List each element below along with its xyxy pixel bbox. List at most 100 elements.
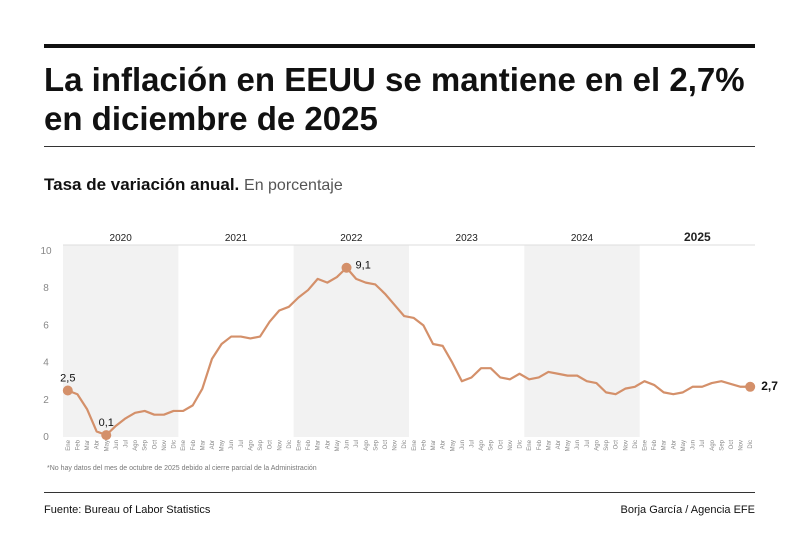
x-tick-label: Sep bbox=[373, 439, 379, 450]
footnote: *No hay datos del mes de octubre de 2025… bbox=[47, 465, 317, 472]
x-tick-label: Oct bbox=[152, 440, 158, 450]
x-tick-label: Jun bbox=[460, 440, 466, 450]
x-tick-label: Jul bbox=[700, 440, 706, 448]
x-tick-label: Abr bbox=[671, 440, 677, 449]
x-tick-label: Ago bbox=[248, 439, 254, 450]
x-tick-label: Sep bbox=[143, 439, 149, 450]
data-label: 2,7 bbox=[761, 379, 778, 393]
x-tick-label: Jul bbox=[123, 440, 129, 448]
x-tick-label: Feb bbox=[306, 439, 312, 450]
subtitle-unit: En porcentaje bbox=[244, 177, 343, 194]
x-tick-label: Nov bbox=[277, 440, 283, 451]
x-tick-label: Abr bbox=[556, 440, 562, 449]
x-tick-label: Abr bbox=[95, 440, 101, 449]
credit-text: Borja García / Agencia EFE bbox=[620, 504, 755, 516]
year-label: 2022 bbox=[340, 233, 363, 244]
x-tick-label: May bbox=[220, 440, 226, 451]
x-tick-label: Mar bbox=[546, 440, 552, 450]
x-tick-label: Oct bbox=[383, 440, 389, 450]
x-tick-label: Dic bbox=[748, 440, 754, 449]
x-tick-label: Abr bbox=[441, 440, 447, 449]
y-tick-label: 8 bbox=[43, 283, 49, 294]
highlight-marker bbox=[62, 385, 73, 396]
data-label: 0,1 bbox=[99, 417, 114, 429]
x-tick-label: Ene bbox=[296, 439, 302, 450]
x-tick-label: May bbox=[566, 440, 572, 451]
x-tick-label: Ene bbox=[181, 439, 187, 450]
x-tick-label: Mar bbox=[85, 440, 91, 450]
x-tick-label: Jul bbox=[354, 440, 360, 448]
subtitle-main: Tasa de variación anual. bbox=[44, 175, 240, 194]
chart-title: La inflación en EEUU se mantiene en el 2… bbox=[44, 61, 745, 137]
bottom-rule bbox=[44, 492, 755, 493]
year-label: 2021 bbox=[225, 233, 248, 244]
x-tick-label: Jul bbox=[469, 440, 475, 448]
y-tick-label: 6 bbox=[43, 320, 49, 331]
data-label: 9,1 bbox=[356, 260, 371, 272]
y-tick-label: 2 bbox=[43, 395, 49, 406]
year-label: 2023 bbox=[456, 233, 479, 244]
x-tick-label: Mar bbox=[200, 440, 206, 450]
year-label: 2020 bbox=[110, 233, 133, 244]
x-tick-label: Nov bbox=[623, 440, 629, 451]
year-band bbox=[293, 245, 409, 437]
x-tick-label: Nov bbox=[508, 440, 514, 451]
x-tick-label: Jul bbox=[239, 440, 245, 448]
series-line bbox=[66, 266, 752, 437]
x-tick-label: Nov bbox=[393, 440, 399, 451]
x-tick-label: Sep bbox=[719, 439, 725, 450]
x-tick-label: Jun bbox=[114, 440, 120, 450]
x-tick-label: May bbox=[104, 440, 110, 451]
x-tick-label: Feb bbox=[652, 439, 658, 450]
y-tick-label: 10 bbox=[40, 246, 52, 257]
highlight-marker bbox=[341, 262, 352, 273]
x-tick-label: Jul bbox=[585, 440, 591, 448]
title-rule bbox=[44, 146, 755, 147]
x-tick-label: Dic bbox=[287, 440, 293, 449]
x-tick-label: Feb bbox=[537, 439, 543, 450]
x-tick-label: Oct bbox=[498, 440, 504, 450]
x-tick-label: Abr bbox=[325, 440, 331, 449]
x-tick-label: Nov bbox=[162, 440, 168, 451]
x-tick-label: Abr bbox=[210, 440, 216, 449]
x-tick-label: Sep bbox=[258, 439, 264, 450]
top-rule bbox=[44, 44, 755, 48]
x-tick-label: Ago bbox=[364, 439, 370, 450]
x-tick-label: Jun bbox=[345, 440, 351, 450]
x-tick-label: Oct bbox=[614, 440, 620, 450]
x-tick-label: Mar bbox=[316, 440, 322, 450]
x-tick-label: Ago bbox=[594, 439, 600, 450]
x-tick-label: Oct bbox=[268, 440, 274, 450]
x-tick-label: Ene bbox=[642, 439, 648, 450]
x-tick-label: May bbox=[681, 440, 687, 451]
x-tick-label: Jun bbox=[575, 440, 581, 450]
x-tick-label: Feb bbox=[421, 439, 427, 450]
x-tick-label: Ago bbox=[710, 439, 716, 450]
x-tick-label: Ago bbox=[479, 439, 485, 450]
x-tick-label: Feb bbox=[191, 439, 197, 450]
chart-subtitle: Tasa de variación anual. En porcentaje bbox=[44, 175, 343, 195]
x-tick-label: Ago bbox=[133, 439, 139, 450]
highlight-marker bbox=[101, 430, 112, 441]
x-tick-label: Sep bbox=[604, 439, 610, 450]
data-label: 2,5 bbox=[60, 373, 75, 385]
y-tick-label: 4 bbox=[43, 358, 49, 369]
x-tick-label: Ene bbox=[66, 439, 72, 450]
x-tick-label: Dic bbox=[518, 440, 524, 449]
x-tick-label: May bbox=[335, 440, 341, 451]
x-tick-label: Mar bbox=[431, 440, 437, 450]
x-tick-label: Mar bbox=[662, 440, 668, 450]
x-tick-label: Dic bbox=[172, 440, 178, 449]
source-text: Fuente: Bureau of Labor Statistics bbox=[44, 504, 211, 516]
x-tick-label: Feb bbox=[75, 439, 81, 450]
y-tick-label: 0 bbox=[43, 432, 49, 443]
x-tick-label: Oct bbox=[729, 440, 735, 450]
x-tick-label: May bbox=[450, 440, 456, 451]
highlight-marker bbox=[745, 381, 756, 392]
x-tick-label: Dic bbox=[402, 440, 408, 449]
x-tick-label: Dic bbox=[633, 440, 639, 449]
year-band bbox=[63, 245, 179, 437]
x-tick-label: Ene bbox=[412, 439, 418, 450]
year-band bbox=[524, 245, 640, 437]
